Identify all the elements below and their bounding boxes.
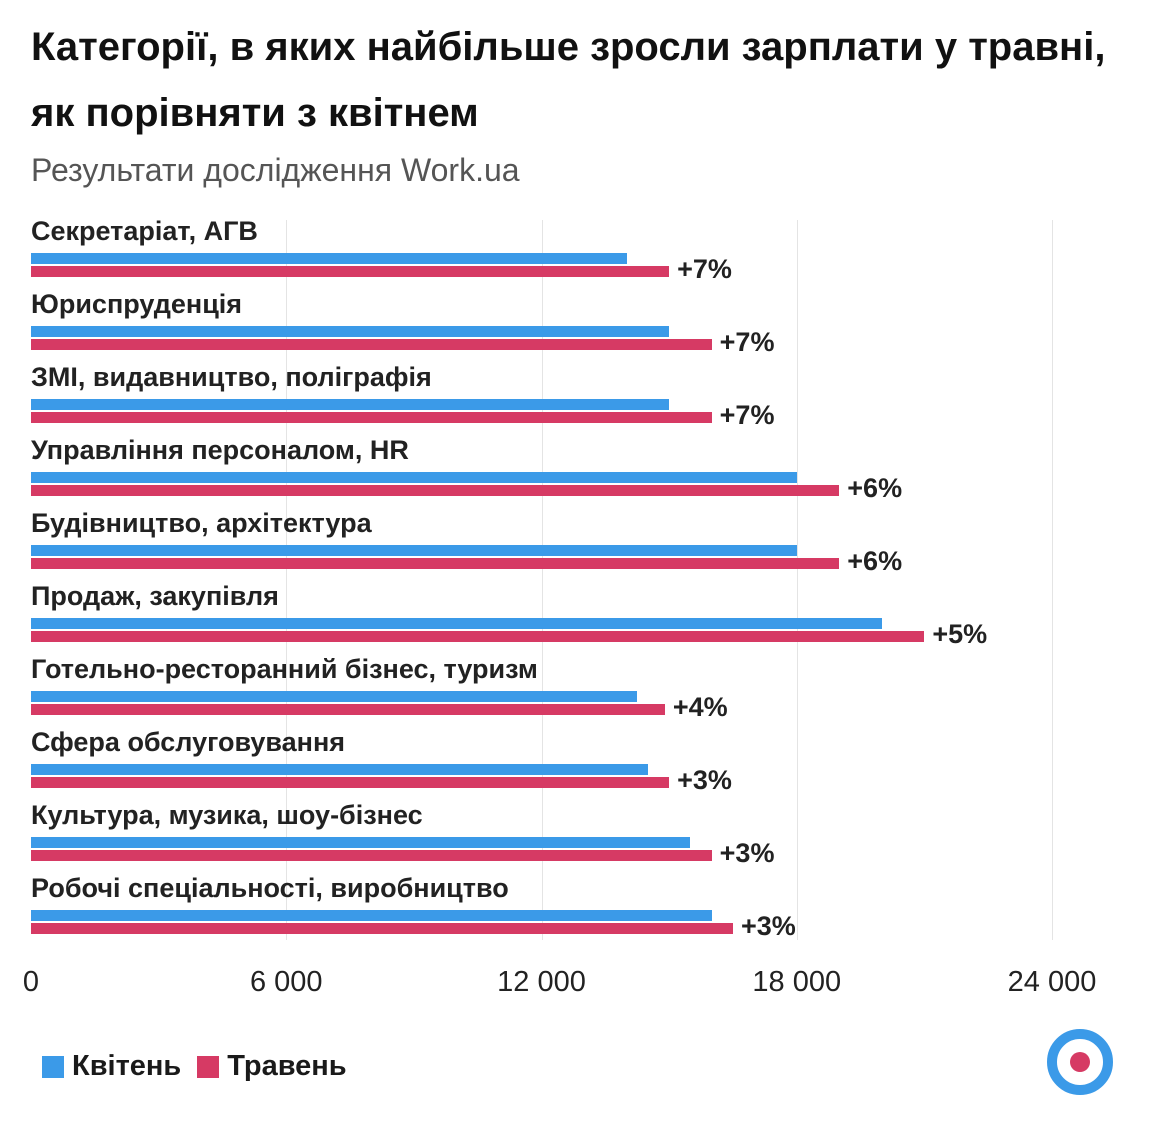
- x-tick-label: 12 000: [497, 966, 586, 998]
- x-tick-label: 6 000: [249, 966, 323, 998]
- category-label: Юриспруденція: [31, 289, 243, 319]
- bar-may: [31, 339, 712, 350]
- bar-april: [31, 326, 670, 337]
- bar-april: [31, 399, 670, 410]
- gridline: [1052, 220, 1053, 940]
- bar-april: [31, 618, 882, 629]
- gridline: [541, 220, 543, 940]
- legend: Квітень Травень: [42, 1050, 347, 1083]
- data-label: +6%: [847, 546, 903, 576]
- chart-subtitle: Результати дослідження Work.ua: [31, 152, 520, 188]
- data-label: +7%: [719, 400, 775, 430]
- bar-may: [31, 558, 840, 569]
- data-label: +3%: [740, 911, 796, 941]
- gridline: [796, 220, 798, 940]
- x-tick-label: 18 000: [752, 966, 842, 998]
- legend-label-may: Травень: [227, 1050, 347, 1082]
- legend-swatch-april: [42, 1055, 64, 1078]
- bar-may: [31, 704, 665, 715]
- legend-label-april: Квітень: [72, 1050, 182, 1082]
- category-label: Продаж, закупівля: [31, 581, 279, 611]
- target-circle-icon: [1047, 1029, 1113, 1095]
- bar-april: [31, 545, 797, 556]
- category-label: Будівництво, архітектура: [31, 508, 372, 538]
- data-label: +4%: [672, 692, 728, 722]
- data-label: +7%: [677, 254, 732, 284]
- bar-may: [31, 266, 670, 277]
- category-label: Готельно-ресторанний бізнес, туризм: [31, 654, 538, 684]
- category-label: ЗМІ, видавництво, поліграфія: [31, 362, 432, 392]
- data-label: +3%: [677, 765, 732, 795]
- bar-may: [31, 412, 712, 423]
- bar-may: [31, 850, 712, 861]
- bar-april: [31, 837, 691, 848]
- category-label: Секретаріат, АГВ: [31, 216, 258, 246]
- data-label: +3%: [719, 838, 775, 868]
- category-label: Управління персоналом, HR: [31, 435, 409, 465]
- bar-may: [31, 485, 840, 496]
- chart-title: Категорії, в яких найбільше зросли зарпл…: [31, 25, 1106, 135]
- data-label: +6%: [847, 473, 903, 503]
- bar-april: [31, 764, 648, 775]
- category-label: Робочі спеціальності, виробництво: [31, 873, 509, 903]
- category-label: Культура, музика, шоу-бізнес: [31, 800, 423, 830]
- gridline: [286, 220, 288, 940]
- bar-may: [31, 631, 925, 642]
- bar-april: [31, 691, 638, 702]
- bar-may: [31, 923, 733, 934]
- legend-swatch-may: [197, 1055, 220, 1078]
- data-label: +7%: [719, 327, 775, 357]
- bar-may: [31, 777, 670, 788]
- x-tick-label: 0: [22, 966, 40, 998]
- bar-april: [31, 253, 627, 264]
- category-label: Сфера обслуговування: [31, 727, 346, 757]
- data-label: +5%: [932, 619, 988, 649]
- x-tick-label: 24 000: [1007, 966, 1097, 998]
- bar-april: [31, 910, 712, 921]
- bar-april: [31, 472, 797, 483]
